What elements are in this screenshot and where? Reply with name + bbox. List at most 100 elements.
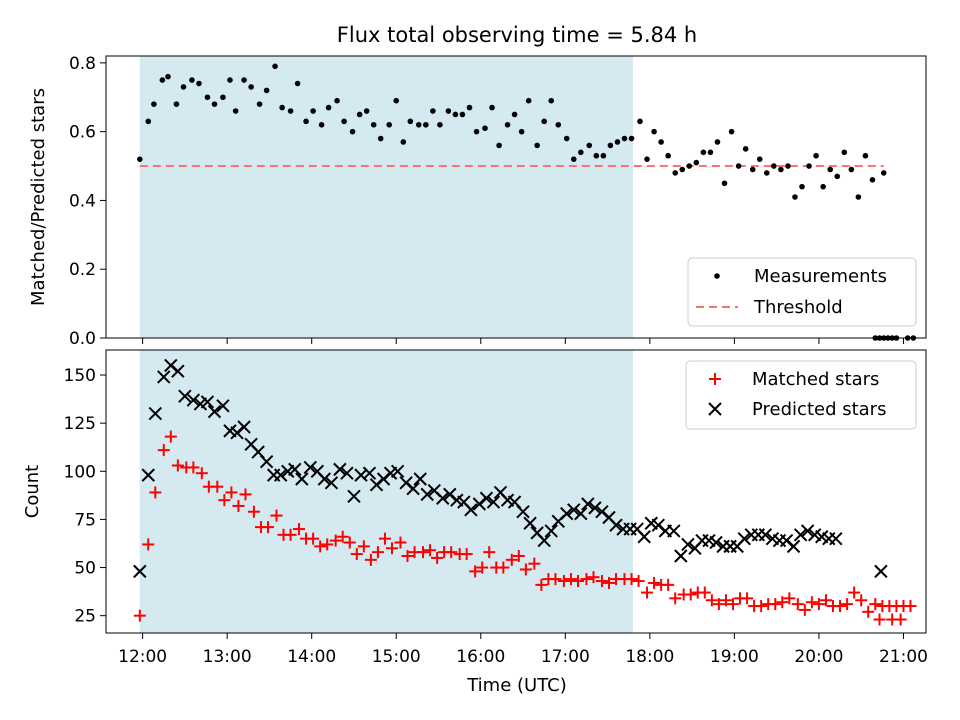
measurement-point xyxy=(165,73,171,80)
y-tick-label: 0.4 xyxy=(69,191,96,211)
matched-stars-point xyxy=(755,600,768,613)
matched-stars-point xyxy=(512,549,525,562)
matched-stars-point xyxy=(211,480,224,493)
matched-stars-point xyxy=(776,596,789,609)
measurement-point xyxy=(173,101,180,107)
bottom-count-points xyxy=(133,358,917,626)
matched-stars-point xyxy=(648,576,661,589)
measurement-point xyxy=(735,163,742,169)
measurement-point xyxy=(785,163,791,169)
measurement-point xyxy=(586,142,593,149)
predicted-stars-point xyxy=(178,389,192,403)
matched-stars-point xyxy=(386,542,399,555)
predicted-stars-point xyxy=(274,468,288,482)
predicted-stars-point xyxy=(486,495,501,509)
measurement-point xyxy=(578,149,584,156)
measurement-point xyxy=(841,149,848,156)
matched-stars-point xyxy=(869,598,882,611)
measurement-point xyxy=(693,159,700,166)
measurement-point xyxy=(607,142,614,149)
x-tick-label: 13:00 xyxy=(203,647,252,667)
measurement-point xyxy=(534,142,540,149)
measurement-point xyxy=(489,104,495,111)
x-tick-label: 18:00 xyxy=(625,647,674,667)
predicted-stars-point xyxy=(609,518,623,532)
predicted-stars-point xyxy=(317,472,332,486)
y-tick-label: 100 xyxy=(64,462,96,482)
y-tick-label: 75 xyxy=(74,510,96,530)
matched-stars-point xyxy=(719,594,732,607)
predicted-stars-point xyxy=(295,472,309,486)
measurement-point xyxy=(349,128,356,135)
matched-stars-point xyxy=(218,494,231,507)
matched-stars-point xyxy=(855,594,868,607)
matched-stars-point xyxy=(571,575,584,588)
matched-stars-point xyxy=(357,540,370,553)
x-tick-label: 14:00 xyxy=(287,647,336,667)
matched-stars-point xyxy=(834,600,847,613)
measurement-point xyxy=(555,121,562,128)
predicted-stars-point xyxy=(200,395,215,409)
matched-stars-point xyxy=(564,573,577,586)
measurement-point xyxy=(504,121,511,128)
measurement-point xyxy=(211,101,218,107)
matched-stars-point xyxy=(705,594,718,607)
legend-measurements-label: Measurements xyxy=(754,266,887,287)
x-tick-label: 16:00 xyxy=(456,647,505,667)
measurement-point xyxy=(628,135,635,142)
matched-stars-point xyxy=(783,592,796,605)
predicted-stars-point xyxy=(523,516,537,530)
y-tick-label: 0.6 xyxy=(69,123,96,143)
y-tick-label: 50 xyxy=(74,559,96,579)
matched-stars-point xyxy=(580,573,593,586)
measurement-point xyxy=(548,97,555,104)
legend-predicted-marker xyxy=(708,402,722,416)
measurement-point xyxy=(707,149,714,156)
predicted-stars-point xyxy=(133,564,147,579)
legend-predicted-label: Predicted stars xyxy=(752,399,886,420)
measurement-point xyxy=(287,108,294,114)
top-observing-window xyxy=(139,56,633,338)
top-x-ticks xyxy=(142,338,904,344)
matched-stars-point xyxy=(812,598,825,611)
measurement-point xyxy=(820,183,826,190)
matched-stars-point xyxy=(417,546,430,559)
matched-stars-point xyxy=(378,532,391,545)
predicted-stars-point xyxy=(800,524,815,538)
predicted-stars-point xyxy=(324,476,339,490)
matched-stars-point xyxy=(848,586,861,599)
measurement-point xyxy=(303,118,309,125)
measurement-point xyxy=(137,156,143,162)
top-panel: 0.00.20.40.60.8 Matched/Predicted stars … xyxy=(28,54,927,349)
measurement-point xyxy=(310,108,316,114)
y-tick-label: 150 xyxy=(64,366,96,386)
measurement-point xyxy=(204,94,211,101)
matched-stars-point xyxy=(343,536,356,549)
y-tick-label: 125 xyxy=(64,414,96,434)
predicted-stars-point xyxy=(354,468,368,482)
x-tick-label: 12:00 xyxy=(118,647,167,667)
measurement-point xyxy=(827,166,833,173)
matched-stars-point xyxy=(841,598,854,611)
measurement-point xyxy=(792,194,798,200)
measurement-point xyxy=(272,63,278,70)
measurement-point xyxy=(614,139,621,145)
measurement-point xyxy=(756,156,763,162)
predicted-stars-point xyxy=(793,528,808,542)
measurement-point xyxy=(651,128,657,135)
measurement-point xyxy=(180,84,187,90)
bottom-observing-window xyxy=(139,350,633,633)
matched-stars-point xyxy=(142,538,155,551)
matched-stars-point xyxy=(225,486,238,499)
measurement-point xyxy=(848,166,855,173)
measurement-point xyxy=(763,170,770,176)
measurement-point xyxy=(356,111,363,118)
matched-stars-point xyxy=(262,521,275,534)
legend-matched-marker xyxy=(709,373,721,385)
predicted-stars-point xyxy=(464,503,478,517)
measurement-point xyxy=(363,108,370,114)
matched-stars-point xyxy=(401,549,414,562)
measurement-point xyxy=(563,135,570,142)
matched-stars-point xyxy=(149,486,162,499)
bottom-panel: 25 50 75 100 125 150 12:00 13:00 14:00 15:00 16:0… xyxy=(22,349,928,696)
